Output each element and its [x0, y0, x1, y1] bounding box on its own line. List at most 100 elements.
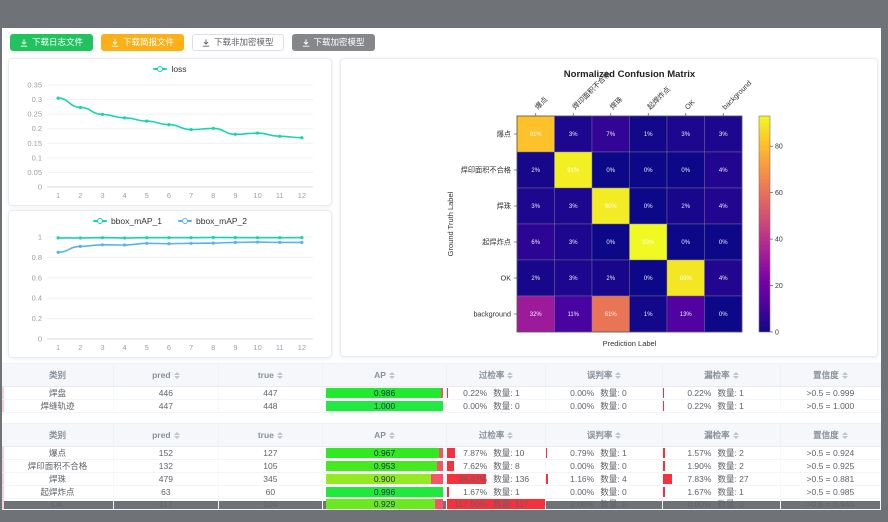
svg-text:0: 0: [38, 335, 42, 344]
col-header-miss[interactable]: 漏检率: [662, 363, 781, 387]
legend-item[interactable]: bbox_mAP_1: [92, 216, 162, 226]
svg-text:1: 1: [56, 191, 60, 200]
cell-over-rate: 7.87% 数量: 10: [446, 448, 545, 458]
ap-bar: 0.996: [326, 487, 443, 497]
svg-text:4: 4: [122, 191, 126, 200]
loss-chart-legend: loss: [9, 64, 331, 74]
cell-over-rate: 117.00% 数量: 117: [446, 499, 546, 509]
col-header-pred[interactable]: pred: [113, 363, 219, 387]
cell-pred: 117: [113, 498, 219, 510]
cm-xlabel: Prediction Label: [603, 339, 657, 348]
col-header-over[interactable]: 过检率: [446, 363, 547, 387]
col-header-mis[interactable]: 误判率: [545, 423, 664, 447]
ap-value: 0.900: [373, 474, 396, 484]
sort-icon[interactable]: [388, 371, 395, 379]
cell-confidence: >0.5 = 0.881: [780, 472, 882, 486]
map-chart-card: bbox_mAP_1 bbox_mAP_2 0 0.2 0.4 0.6 0.8 1 1 2 3 4 5…: [8, 210, 332, 358]
legend-marker: [153, 65, 168, 73]
legend-item[interactable]: loss: [153, 64, 187, 74]
cell-miss-rate: 0.00% 数量: 0: [663, 499, 780, 509]
svg-text:0.8: 0.8: [32, 253, 42, 262]
col-header-ap[interactable]: AP: [322, 363, 447, 387]
sort-icon[interactable]: [276, 371, 283, 379]
col-header-conf[interactable]: 置信度: [780, 363, 882, 387]
map-chart: 0 0.2 0.4 0.6 0.8 1 1 2 3 4 5 6 7 8 9 10 11 12: [13, 231, 327, 355]
svg-text:13%: 13%: [680, 312, 693, 318]
button-label: 下载日志文件: [32, 37, 84, 48]
cell-category: OK: [2, 498, 115, 510]
sort-icon[interactable]: [388, 431, 395, 439]
svg-text:11: 11: [276, 343, 284, 352]
svg-text:8: 8: [211, 343, 215, 352]
svg-text:OK: OK: [501, 274, 512, 283]
rate-count: 数量: 4: [600, 474, 627, 484]
rate-count: 数量: 8: [493, 461, 520, 471]
svg-text:1: 1: [38, 233, 42, 242]
svg-text:10: 10: [253, 343, 261, 352]
sort-icon[interactable]: [173, 371, 180, 379]
svg-text:10: 10: [253, 191, 261, 200]
svg-text:0%: 0%: [681, 240, 690, 246]
svg-text:1%: 1%: [644, 312, 653, 318]
rate-count: 数量: 1: [493, 388, 520, 398]
ap-bar: 0.967: [326, 448, 443, 458]
download-encrypted-model-button[interactable]: 下载加密模型: [291, 34, 375, 51]
cell-true: 105: [218, 459, 324, 473]
cell-confidence: >0.5 = 0.925: [780, 459, 882, 473]
ap-value: 0.953: [373, 461, 396, 471]
sort-icon[interactable]: [841, 431, 848, 439]
svg-text:4%: 4%: [719, 276, 728, 282]
sort-icon[interactable]: [173, 431, 180, 439]
rate-count: 数量: 10: [493, 448, 525, 458]
button-label: 下载加密模型: [313, 37, 365, 48]
cm-title: Normalized Confusion Matrix: [564, 69, 696, 80]
rate-value: 0.22%: [687, 388, 712, 398]
app-window: 下载日志文件 下载简报文件 下载非加密模型 下载加密模型 loss 0 0.05 0…: [2, 28, 882, 510]
col-header-label: 置信度: [813, 430, 839, 440]
download-log-button[interactable]: 下载日志文件: [10, 34, 94, 51]
svg-text:3%: 3%: [531, 204, 540, 210]
download-unencrypted-model-button[interactable]: 下载非加密模型: [192, 34, 284, 51]
rate-value: 0.00%: [463, 401, 488, 411]
svg-text:4%: 4%: [719, 168, 728, 174]
col-header-ap[interactable]: AP: [322, 423, 447, 447]
sort-icon[interactable]: [507, 371, 514, 379]
rate-count: 数量: 0: [717, 499, 744, 509]
col-header-miss[interactable]: 漏检率: [662, 423, 781, 447]
sort-icon[interactable]: [841, 371, 848, 379]
legend-item[interactable]: bbox_mAP_2: [178, 216, 247, 226]
svg-text:93%: 93%: [642, 240, 655, 246]
cm-ylabel: Ground Truth Label: [446, 191, 455, 256]
cell-category: 焊盘: [2, 386, 115, 400]
download-icon: [302, 38, 309, 47]
sort-icon[interactable]: [507, 431, 514, 439]
col-header-mis[interactable]: 误判率: [545, 363, 664, 387]
col-header-conf[interactable]: 置信度: [780, 423, 882, 447]
cell-mis-rate: 0.00% 数量: 0: [546, 499, 662, 509]
col-header-over[interactable]: 过检率: [446, 423, 547, 447]
svg-text:1: 1: [56, 343, 60, 352]
sort-icon[interactable]: [732, 371, 739, 379]
ap-bar: 0.986: [326, 388, 443, 398]
cell-mis-rate: 0.00% 数量: 0: [546, 487, 662, 497]
download-report-button[interactable]: 下载简报文件: [101, 34, 185, 51]
col-header-pred[interactable]: pred: [113, 423, 219, 447]
svg-text:0.2: 0.2: [32, 124, 42, 133]
col-header-label: pred: [152, 430, 171, 440]
sort-icon[interactable]: [615, 371, 622, 379]
cell-over-rate: 0.22% 数量: 1: [446, 388, 545, 398]
cell-true: 448: [218, 399, 324, 413]
sort-icon[interactable]: [276, 431, 283, 439]
button-label: 下载非加密模型: [214, 37, 274, 48]
sort-icon[interactable]: [615, 431, 622, 439]
cell-category: 焊印面积不合格: [2, 459, 115, 473]
cell-miss-rate: 7.83% 数量: 27: [663, 474, 780, 484]
cell-true: 60: [218, 485, 324, 499]
col-header-true[interactable]: true: [218, 423, 324, 447]
col-header-true[interactable]: true: [218, 363, 324, 387]
sort-icon[interactable]: [732, 431, 739, 439]
cell-mis-rate: 0.00% 数量: 0: [546, 388, 662, 398]
cell-over-rate: 1.67% 数量: 1: [446, 487, 545, 497]
svg-text:3: 3: [100, 191, 104, 200]
svg-text:0%: 0%: [719, 240, 728, 246]
